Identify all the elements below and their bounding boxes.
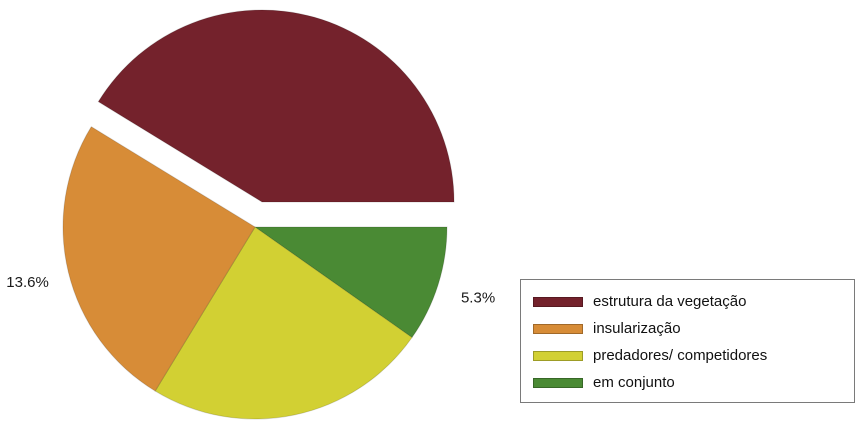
legend-item-estrutura: estrutura da vegetação bbox=[533, 288, 854, 315]
slice-percent-label-3: 5.3% bbox=[461, 290, 495, 307]
legend-swatch bbox=[533, 296, 583, 307]
legend-swatch bbox=[533, 323, 583, 334]
pie-slice-3 bbox=[253, 226, 448, 339]
pie-slice-1 bbox=[62, 126, 256, 392]
legend-item-insularizacao: insularização bbox=[533, 315, 854, 342]
pie-slice-2 bbox=[154, 226, 413, 420]
legend-label: em conjunto bbox=[593, 374, 675, 391]
legend-label: estrutura da vegetação bbox=[593, 293, 747, 310]
legend-swatch bbox=[533, 350, 583, 361]
legend-swatch bbox=[533, 377, 583, 388]
slice-percent-label-1: 13.6% bbox=[6, 274, 49, 291]
legend-item-em-conjunto: em conjunto bbox=[533, 369, 854, 396]
legend-label: insularização bbox=[593, 320, 681, 337]
chart-legend: estrutura da vegetação insularização pre… bbox=[520, 279, 855, 403]
legend-label: predadores/ competidores bbox=[593, 347, 768, 364]
legend-item-predadores: predadores/ competidores bbox=[533, 342, 854, 369]
pie-slice-0 bbox=[97, 9, 455, 203]
